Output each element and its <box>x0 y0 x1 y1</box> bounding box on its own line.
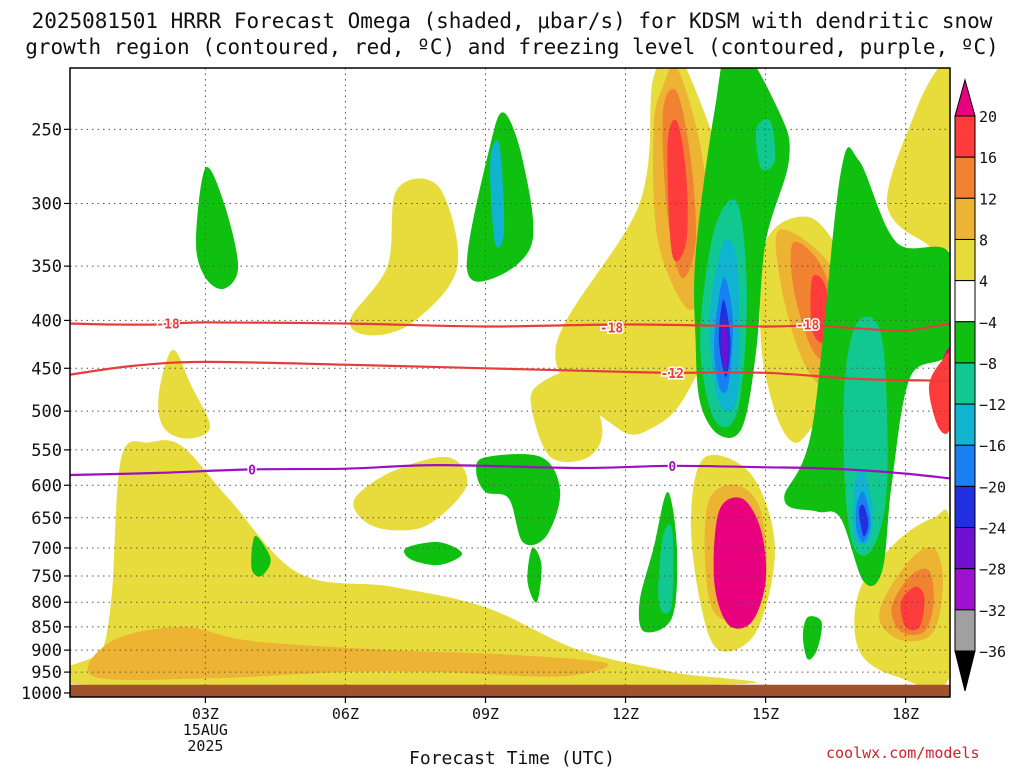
colorbar-label-3: 8 <box>979 231 988 249</box>
y-tick-label-550: 550 <box>31 441 62 461</box>
colorbar-label-11: −28 <box>979 561 1006 579</box>
omega-region-45 <box>928 353 950 434</box>
colorbar-box-9 <box>954 485 976 529</box>
colorbar-bottom-arrow <box>954 650 976 692</box>
colorbar-label-6: −8 <box>979 355 997 373</box>
y-tick-label-950: 950 <box>31 663 62 683</box>
y-tick-label-600: 600 <box>31 476 62 496</box>
omega-region-35 <box>755 119 776 171</box>
chart-title-line-1: 2025081501 HRRR Forecast Omega (shaded, … <box>31 9 993 33</box>
y-tick-label-650: 650 <box>31 509 62 529</box>
omega-region-26 <box>404 541 463 566</box>
colorbar-box-3 <box>954 238 976 282</box>
omega-region-2 <box>349 178 459 336</box>
colorbar-label-12: −32 <box>979 602 1006 620</box>
x-tick-label-03Z: 03Z <box>192 705 219 723</box>
colorbar-box-1 <box>954 156 976 199</box>
colorbar-box-0 <box>954 115 976 158</box>
omega-region-22 <box>196 167 239 290</box>
omega-region-21 <box>713 497 767 629</box>
contour-label-0-0: 0 <box>248 463 256 478</box>
x-tick-label-09Z: 09Z <box>472 705 499 723</box>
colorbar-box-12 <box>954 609 976 652</box>
colorbar-label-1: 16 <box>979 149 997 167</box>
colorbar-label-4: 4 <box>979 273 988 291</box>
y-tick-label-450: 450 <box>31 359 62 379</box>
omega-region-20 <box>900 586 925 631</box>
omega-region-18 <box>667 119 688 262</box>
credit-link[interactable]: coolwx.com/models <box>826 744 980 762</box>
colorbar-label-13: −36 <box>979 643 1006 661</box>
omega-region-24 <box>476 454 561 546</box>
omega-shading <box>70 68 950 689</box>
y-tick-label-300: 300 <box>31 194 62 214</box>
omega-region-34 <box>658 524 674 614</box>
contour-label--18-2: -18 <box>796 318 820 333</box>
y-tick-label-800: 800 <box>31 593 62 613</box>
colorbar-label-0: 20 <box>979 108 997 126</box>
x-tick-sublabel-0: 15AUG <box>183 721 228 739</box>
contour-label--18-0: -18 <box>156 317 180 332</box>
colorbar-box-10 <box>954 527 976 570</box>
omega-region-7 <box>886 68 950 257</box>
colorbar-label-10: −24 <box>979 520 1006 538</box>
y-tick-label-500: 500 <box>31 402 62 422</box>
x-axis-title: Forecast Time (UTC) <box>409 748 615 769</box>
x-tick-label-06Z: 06Z <box>332 705 359 723</box>
colorbar: 20 16 12 8 4 −4 −8 −12 −16 −20 −24 −28 −32 −36 <box>954 78 1006 692</box>
colorbar-box-7 <box>954 403 976 446</box>
y-tick-label-700: 700 <box>31 539 62 559</box>
colorbar-label-7: −12 <box>979 396 1006 414</box>
y-tick-label-1000: 1000 <box>21 684 62 704</box>
x-tick-sublabel-1: 2025 <box>187 737 223 755</box>
contour-label--18-1: -18 <box>600 321 624 336</box>
colorbar-box-5 <box>954 321 976 364</box>
colorbar-box-4 <box>954 280 976 323</box>
x-tick-label-18Z: 18Z <box>892 705 919 723</box>
colorbar-top-arrow <box>954 78 976 117</box>
y-tick-label-350: 350 <box>31 257 62 277</box>
contour--18-0 <box>70 321 950 332</box>
contour--12-1 <box>70 360 950 382</box>
omega-region-27 <box>251 535 271 577</box>
omega-region-43 <box>721 320 729 369</box>
chart-title-line-2: growth region (contoured, red, ºC) and f… <box>25 35 999 59</box>
omega-region-3 <box>353 456 468 531</box>
omega-region-38 <box>490 140 505 248</box>
y-tick-label-250: 250 <box>31 120 62 140</box>
x-tick-label-12Z: 12Z <box>612 705 639 723</box>
plot-frame <box>69 67 951 698</box>
x-tick-label-15Z: 15Z <box>752 705 779 723</box>
contour-label--12-0: -12 <box>660 367 683 382</box>
colorbar-box-6 <box>954 362 976 405</box>
colorbar-box-2 <box>954 197 976 240</box>
contour-0-2 <box>70 463 950 480</box>
colorbar-label-2: 12 <box>979 190 997 208</box>
temperature-contours: -18 -18 -18 -12 0 0 <box>70 316 950 480</box>
y-axis: 250 300 350 400 450 500 550 600 650 700 750 800 850 9… <box>21 120 70 704</box>
y-tick-label-900: 900 <box>31 641 62 661</box>
colorbar-label-5: −4 <box>979 314 997 332</box>
terrain-fill <box>70 684 950 697</box>
y-tick-label-850: 850 <box>31 618 62 638</box>
omega-region-42 <box>859 504 869 537</box>
y-tick-label-750: 750 <box>31 567 62 587</box>
omega-region-25 <box>527 547 542 603</box>
contour-label-0-1: 0 <box>668 460 676 475</box>
y-tick-label-400: 400 <box>31 311 62 331</box>
colorbar-box-8 <box>954 444 976 487</box>
colorbar-box-11 <box>954 568 976 611</box>
omega-region-1 <box>158 349 211 439</box>
omega-region-0 <box>70 440 757 688</box>
colorbar-label-8: −16 <box>979 437 1006 455</box>
colorbar-label-9: −20 <box>979 478 1006 496</box>
omega-region-10 <box>87 626 609 681</box>
